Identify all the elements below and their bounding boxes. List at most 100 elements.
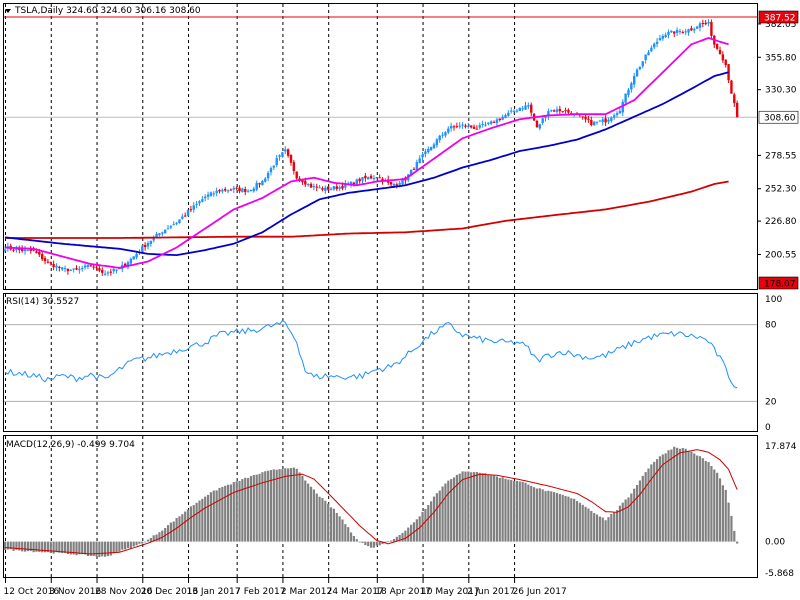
macd-bar bbox=[309, 486, 313, 542]
ma-fast-line bbox=[4, 37, 729, 269]
chart-headers: TSLA,Daily 324.60 324.60 306.16 308.60 R… bbox=[5, 6, 201, 450]
macd-bar bbox=[521, 481, 524, 542]
macd-bar bbox=[235, 481, 238, 542]
time-tick-label: 24 Mar 2017 bbox=[327, 587, 384, 597]
macd-bar bbox=[718, 478, 722, 542]
macd-bar bbox=[152, 535, 155, 542]
macd-bar bbox=[430, 501, 433, 542]
candle-body bbox=[618, 111, 622, 114]
time-tick-label: 3 Nov 2016 bbox=[49, 587, 101, 597]
price-pane-frame bbox=[3, 3, 758, 290]
macd-header: MACD(12,26,9) -0.499 9.704 bbox=[6, 440, 135, 450]
candle-body bbox=[161, 232, 164, 234]
candle-body bbox=[284, 149, 287, 152]
candle-body bbox=[181, 216, 184, 219]
macd-bar bbox=[315, 493, 318, 542]
candle-body bbox=[143, 245, 147, 248]
candle-body bbox=[204, 196, 207, 199]
macd-bar bbox=[141, 541, 144, 544]
candle-body bbox=[510, 110, 513, 112]
candle-body bbox=[432, 144, 436, 149]
macd-bar bbox=[112, 541, 115, 554]
macd-bar bbox=[221, 486, 224, 542]
time-tick-label: 2 Mar 2017 bbox=[281, 587, 332, 597]
macd-bar bbox=[624, 499, 627, 542]
candle-body bbox=[135, 253, 138, 258]
macd-bar bbox=[106, 541, 110, 557]
macd-bar bbox=[693, 453, 696, 542]
macd-bar bbox=[352, 535, 356, 542]
macd-bar bbox=[355, 539, 358, 542]
macd-bar bbox=[395, 536, 398, 542]
candle-body bbox=[255, 183, 258, 190]
macd-bar bbox=[698, 456, 702, 542]
macd-bar bbox=[258, 473, 261, 542]
candle-body bbox=[490, 121, 493, 124]
candle-body bbox=[367, 177, 370, 180]
macd-bar bbox=[198, 500, 201, 542]
macd-bar bbox=[570, 498, 573, 542]
macd-bar bbox=[461, 471, 464, 542]
macd-bar bbox=[638, 480, 642, 542]
candle-body bbox=[81, 268, 84, 270]
macd-bar bbox=[304, 480, 307, 542]
macd-bar bbox=[696, 455, 699, 542]
candle-body bbox=[653, 43, 656, 48]
macd-bar bbox=[364, 541, 367, 546]
macd-bar bbox=[538, 488, 541, 542]
candle-body bbox=[452, 126, 456, 128]
candle-body bbox=[98, 268, 101, 271]
macd-bar bbox=[29, 541, 32, 552]
macd-bar bbox=[618, 505, 621, 542]
candle-body bbox=[733, 94, 736, 104]
candle-body bbox=[146, 242, 150, 247]
candle-body bbox=[92, 266, 95, 268]
macd-bar bbox=[452, 477, 456, 542]
time-tick-label: 28 Nov 2016 bbox=[95, 587, 153, 597]
candle-body bbox=[40, 254, 44, 260]
time-tick-label: 26 Jun 2017 bbox=[513, 587, 567, 597]
time-tick-label: 7 Feb 2017 bbox=[235, 587, 285, 597]
macd-bar bbox=[104, 541, 107, 557]
macd-bar bbox=[172, 521, 175, 542]
macd-bar bbox=[332, 508, 335, 542]
macd-bar bbox=[272, 469, 275, 542]
macd-bar bbox=[318, 496, 321, 542]
candle-body bbox=[224, 189, 227, 191]
macd-bar bbox=[472, 472, 476, 542]
candle-body bbox=[415, 162, 419, 171]
macd-bar bbox=[335, 512, 338, 542]
candle-body bbox=[389, 182, 393, 185]
price-pane bbox=[3, 16, 757, 277]
candle-body bbox=[730, 80, 733, 94]
macd-bar bbox=[52, 541, 55, 554]
macd-bar bbox=[161, 530, 164, 542]
macd-bar bbox=[490, 475, 493, 542]
rsi-tick-label: 100 bbox=[765, 295, 782, 305]
candle-body bbox=[126, 262, 130, 268]
time-tick-label: 12 Oct 2016 bbox=[4, 587, 60, 597]
macd-bar bbox=[401, 532, 404, 542]
macd-bar bbox=[264, 471, 267, 542]
candle-body bbox=[469, 125, 473, 128]
macd-bar bbox=[727, 502, 730, 542]
candle-body bbox=[172, 224, 175, 226]
macd-bar bbox=[710, 466, 713, 542]
candle-body bbox=[344, 183, 347, 188]
dropdown-triangle-icon[interactable] bbox=[5, 9, 11, 13]
candle-body bbox=[329, 188, 333, 190]
macd-bar bbox=[498, 477, 501, 542]
macd-bar bbox=[101, 541, 104, 557]
candle-body bbox=[481, 124, 484, 126]
candle-body bbox=[198, 201, 201, 204]
candle-body bbox=[641, 61, 644, 67]
candle-body bbox=[332, 186, 336, 190]
macd-bar bbox=[530, 485, 533, 542]
time-tick-label: 10 May 2017 bbox=[421, 587, 480, 597]
candle-body bbox=[355, 179, 358, 185]
candle-body bbox=[475, 128, 479, 130]
current-price-tag: 308.60 bbox=[758, 110, 799, 124]
macd-bar bbox=[650, 464, 653, 542]
macd-bar bbox=[584, 506, 587, 542]
